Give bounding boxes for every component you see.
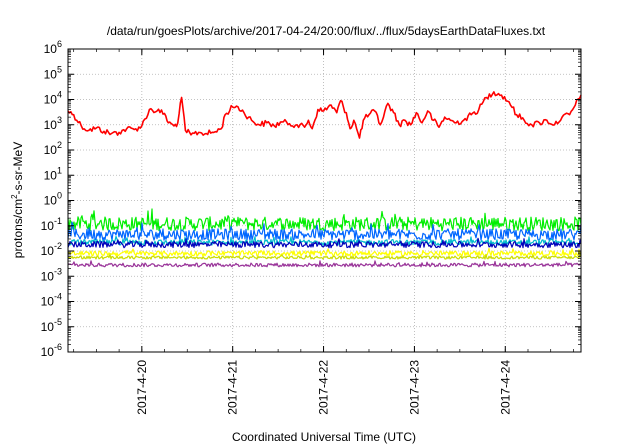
x-tick-label: 2017-4-24 xyxy=(498,360,512,415)
series-line xyxy=(67,237,582,249)
y-tick-label: 10-5 xyxy=(41,317,62,334)
y-axis-label-sup: 2 xyxy=(10,194,19,199)
plot-frame xyxy=(67,48,582,353)
y-tick-label: 104 xyxy=(44,90,62,107)
y-tick-label: 106 xyxy=(44,39,62,56)
y-tick-label: 102 xyxy=(44,140,62,157)
y-tick-label: 105 xyxy=(44,64,62,81)
series-line xyxy=(67,208,582,232)
y-axis-ticks: 10-6 10-5 10-4 10-3 10-2 10-1 100 101 102 103 104 1… xyxy=(41,39,581,359)
x-tick-label: 2017-4-23 xyxy=(407,360,421,415)
series-line xyxy=(67,253,582,260)
x-axis-label: Coordinated Universal Time (UTC) xyxy=(232,430,416,444)
x-axis-ticks: 2017-4-20 2017-4-21 2017-4-22 2017-4-23 2017… xyxy=(73,49,574,415)
chart-title: /data/run/goesPlots/archive/2017-04-24/2… xyxy=(107,24,546,38)
y-tick-label: 10-4 xyxy=(41,292,62,309)
y-tick-label: 103 xyxy=(44,115,62,132)
y-axis-label: protons/cm2-s-sr-MeV xyxy=(10,142,25,258)
series-line xyxy=(67,91,582,139)
grid xyxy=(68,49,581,352)
y-tick-label: 10-2 xyxy=(41,241,62,258)
y-tick-label: 10-1 xyxy=(41,216,62,233)
y-tick-label: 100 xyxy=(44,191,62,208)
y-axis-label-rest: -s-sr-MeV xyxy=(11,142,25,195)
y-tick-label: 10-3 xyxy=(41,266,62,283)
x-tick-label: 2017-4-20 xyxy=(135,360,149,415)
series-line xyxy=(67,247,582,257)
y-tick-label: 10-6 xyxy=(41,342,62,359)
x-tick-label: 2017-4-21 xyxy=(226,360,240,415)
series-line xyxy=(67,221,582,241)
x-tick-label: 2017-4-22 xyxy=(317,360,331,415)
y-tick-label: 101 xyxy=(44,165,62,182)
y-axis-label-main: protons/cm xyxy=(11,199,25,258)
series-line xyxy=(67,260,582,268)
series-layer xyxy=(67,91,582,268)
